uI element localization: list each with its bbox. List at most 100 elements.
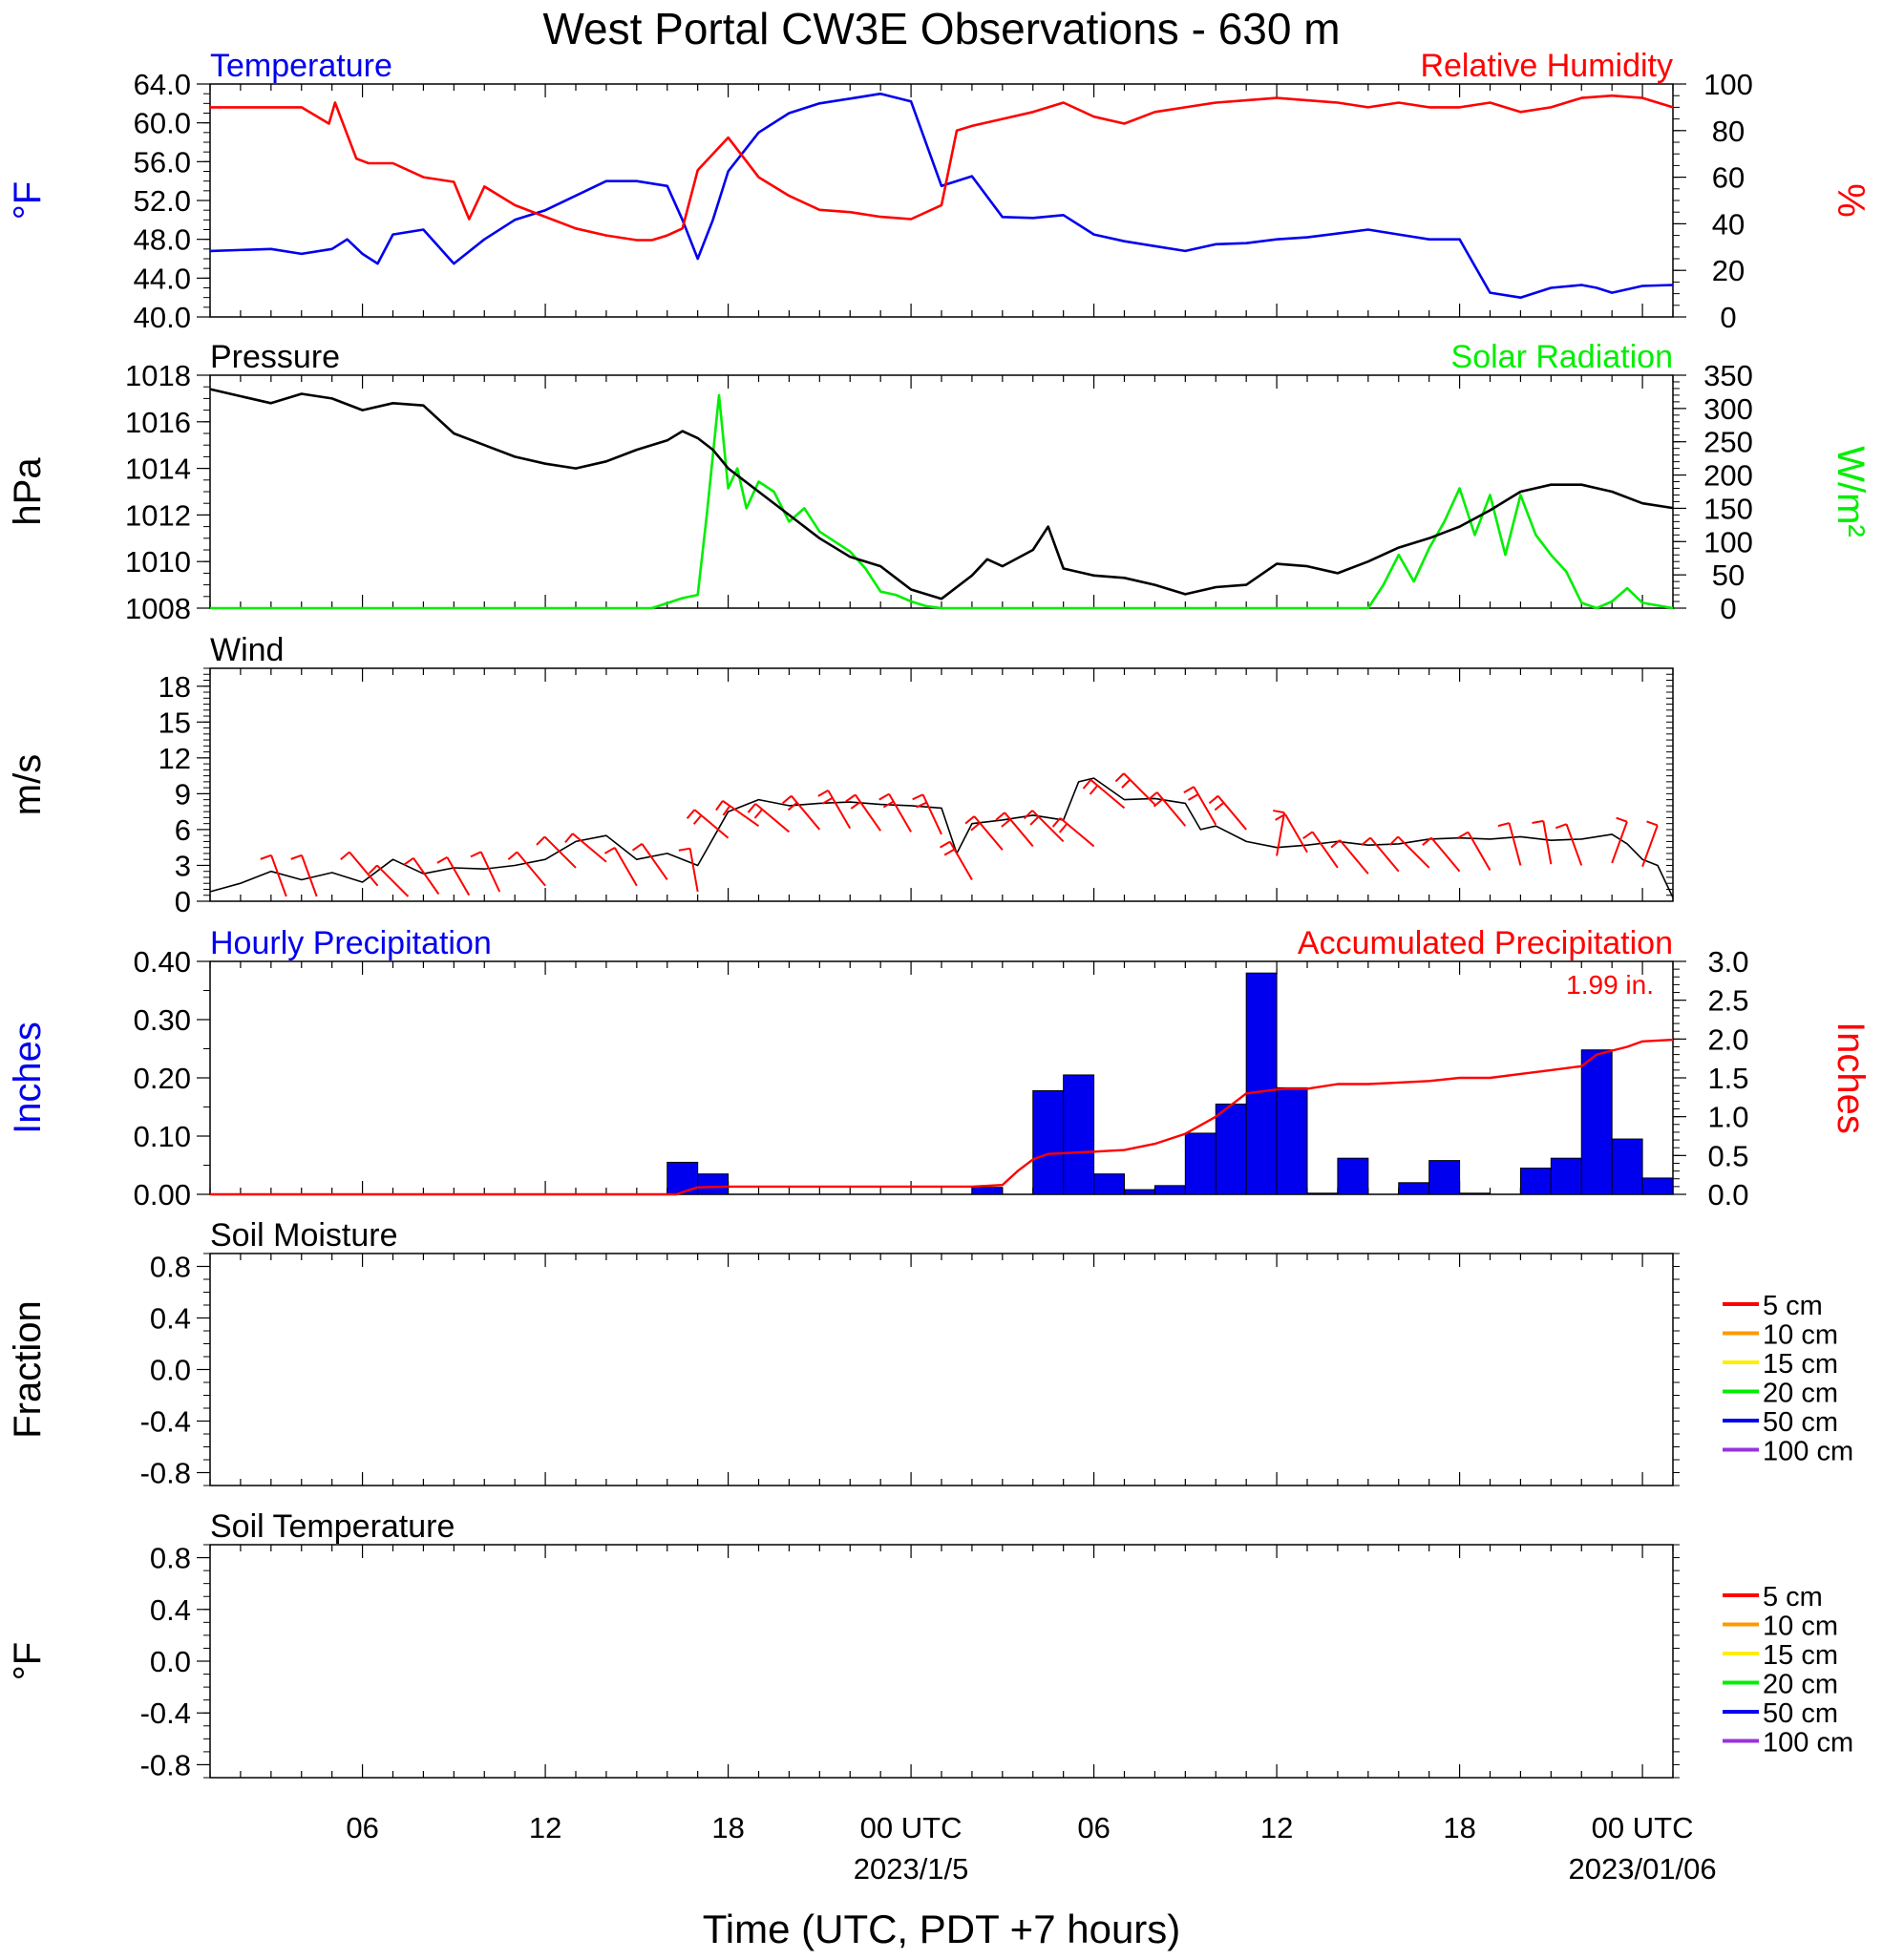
wind-barb-flag xyxy=(1183,786,1195,793)
x-tick-label: 18 xyxy=(711,1811,744,1844)
pressure_solar-y-tick-label: 1010 xyxy=(125,545,191,579)
x-tick-label: 12 xyxy=(529,1811,561,1844)
precip-total-label: 1.99 in. xyxy=(1566,970,1654,1000)
wind-barb-flag xyxy=(507,851,518,860)
x-tick-label: 06 xyxy=(1077,1811,1110,1844)
wind-barb-flag xyxy=(912,793,923,801)
wind-barb-flag xyxy=(995,811,1005,821)
pressure_solar-left-title: Pressure xyxy=(210,339,340,375)
pressure_solar-y-tick-label: 1012 xyxy=(125,498,191,532)
wind-barb-flag xyxy=(470,851,482,858)
wind-barb xyxy=(446,856,471,896)
temp_rh-y-tick-label: 52.0 xyxy=(134,184,191,218)
temp_rh-left-title: Temperature xyxy=(210,48,392,84)
hourly-precip-bar xyxy=(1641,1177,1674,1195)
wind-barb-flag xyxy=(970,822,981,832)
wind-barb-flag xyxy=(753,809,763,819)
wind-barb-flag xyxy=(1457,831,1469,839)
wind-barb-flag xyxy=(781,794,793,805)
wind-barb-flag xyxy=(368,864,378,875)
pressure_solar-y2-tick-label: 200 xyxy=(1703,459,1753,493)
temp_rh-y-tick-label: 44.0 xyxy=(134,262,191,295)
wind-barb xyxy=(1311,831,1339,869)
soil_moisture-legend-label: 10 cm xyxy=(1763,1320,1838,1351)
wind-barb-flag xyxy=(787,801,798,811)
wind-barb-flag xyxy=(1214,801,1225,811)
precip-y2-tick-label: 1.0 xyxy=(1707,1101,1748,1134)
wind-barb xyxy=(790,795,821,831)
soil_temperature-legend-label: 10 cm xyxy=(1763,1612,1838,1642)
soil_moisture-y-tick-label: -0.4 xyxy=(140,1405,191,1439)
hourly-precip-bar xyxy=(1032,1089,1065,1195)
accumulated-precip-line xyxy=(210,1038,1674,1196)
wind-barb-flag xyxy=(1208,794,1219,805)
wind-barb xyxy=(572,832,607,863)
precip-y2-tick-label: 2.0 xyxy=(1707,1022,1748,1056)
hourly-precip-bar xyxy=(1306,1192,1339,1195)
wind-barb xyxy=(1217,795,1247,831)
pressure_solar-y-tick-label: 1018 xyxy=(125,359,191,392)
wind-barb xyxy=(1565,823,1583,866)
wind-barb-flag xyxy=(1616,816,1628,823)
wind-barb xyxy=(270,854,287,897)
x-tick-label: 12 xyxy=(1260,1811,1293,1844)
wind-barb-flag xyxy=(1275,812,1286,821)
wind-barb-flag xyxy=(747,803,756,813)
wind-barb-flag xyxy=(1023,810,1033,820)
wind-barb-flag xyxy=(715,800,724,811)
soil_temperature-legend-label: 15 cm xyxy=(1763,1640,1838,1671)
wind-y-tick-label: 0 xyxy=(175,885,191,918)
wind-barb-flag xyxy=(1029,815,1040,826)
soil_temperature-y-tick-label: 0.8 xyxy=(150,1542,191,1575)
wind-barb xyxy=(949,841,973,880)
precip-y2-tick-label: 0.0 xyxy=(1707,1178,1748,1212)
precip-left-title: Hourly Precipitation xyxy=(210,925,492,961)
wind-barb xyxy=(479,851,501,893)
pressure_solar-y-tick-label: 1016 xyxy=(125,406,191,439)
hourly-precip-bar xyxy=(1124,1189,1155,1195)
pressure_solar-y2-tick-label: 100 xyxy=(1703,525,1753,558)
wind-y-tick-label: 15 xyxy=(159,706,191,739)
wind-barb-flag xyxy=(1089,785,1099,795)
wind-barb xyxy=(1276,811,1286,856)
wind-barb-flag xyxy=(1147,791,1158,801)
precip-right-title: Accumulated Precipitation xyxy=(1298,925,1673,961)
temp_rh-y2-tick-label: 80 xyxy=(1712,115,1745,148)
wind-barb xyxy=(1004,811,1034,848)
wind-barb-flag xyxy=(1497,822,1510,828)
temp_rh-y-tick-label: 60.0 xyxy=(134,107,191,140)
pressure_solar-y-tick-label: 1014 xyxy=(125,453,191,486)
wind-barb xyxy=(1467,832,1492,871)
wind-barb-flag xyxy=(1273,810,1285,814)
pressure_solar-y2-tick-label: 300 xyxy=(1703,392,1753,426)
wind-barb-flag xyxy=(692,814,703,825)
wind-barb xyxy=(921,793,942,835)
temp_rh-y-tick-label: 64.0 xyxy=(134,68,191,101)
wind-barb xyxy=(349,851,379,887)
hourly-precip-bar xyxy=(1519,1168,1552,1195)
wind-barb-flag xyxy=(1187,793,1199,801)
solar-series-line xyxy=(210,393,1674,610)
precip-y-tick-label: 0.40 xyxy=(134,945,191,979)
soil_temperature-legend-label: 20 cm xyxy=(1763,1670,1838,1700)
precip-y-tick-label: 0.20 xyxy=(134,1062,191,1095)
wind-left-title: Wind xyxy=(210,632,284,668)
wind-barb-flag xyxy=(631,842,643,852)
hourly-precip-bar xyxy=(1459,1192,1492,1195)
temp_rh-y2-tick-label: 60 xyxy=(1712,161,1745,195)
soil_moisture-legend-label: 50 cm xyxy=(1763,1407,1838,1438)
pressure_solar-y2-tick-label: 50 xyxy=(1712,558,1745,592)
wind-barb-flag xyxy=(603,847,616,854)
precip-y2-tick-label: 1.5 xyxy=(1707,1062,1748,1095)
wind-barb-flag xyxy=(1082,779,1092,790)
wind-barb xyxy=(688,848,699,893)
hourly-precip-bar xyxy=(1063,1074,1095,1195)
soil_moisture-legend-label: 15 cm xyxy=(1763,1349,1838,1380)
wind-barb-flag xyxy=(916,801,927,809)
soil_moisture-y-tick-label: -0.8 xyxy=(140,1457,191,1490)
wind-barb-flag xyxy=(290,854,303,860)
precip-y2-tick-label: 0.5 xyxy=(1707,1139,1748,1172)
hourly-precip-bar xyxy=(1215,1103,1247,1195)
precip-y-tick-label: 0.10 xyxy=(134,1120,191,1153)
